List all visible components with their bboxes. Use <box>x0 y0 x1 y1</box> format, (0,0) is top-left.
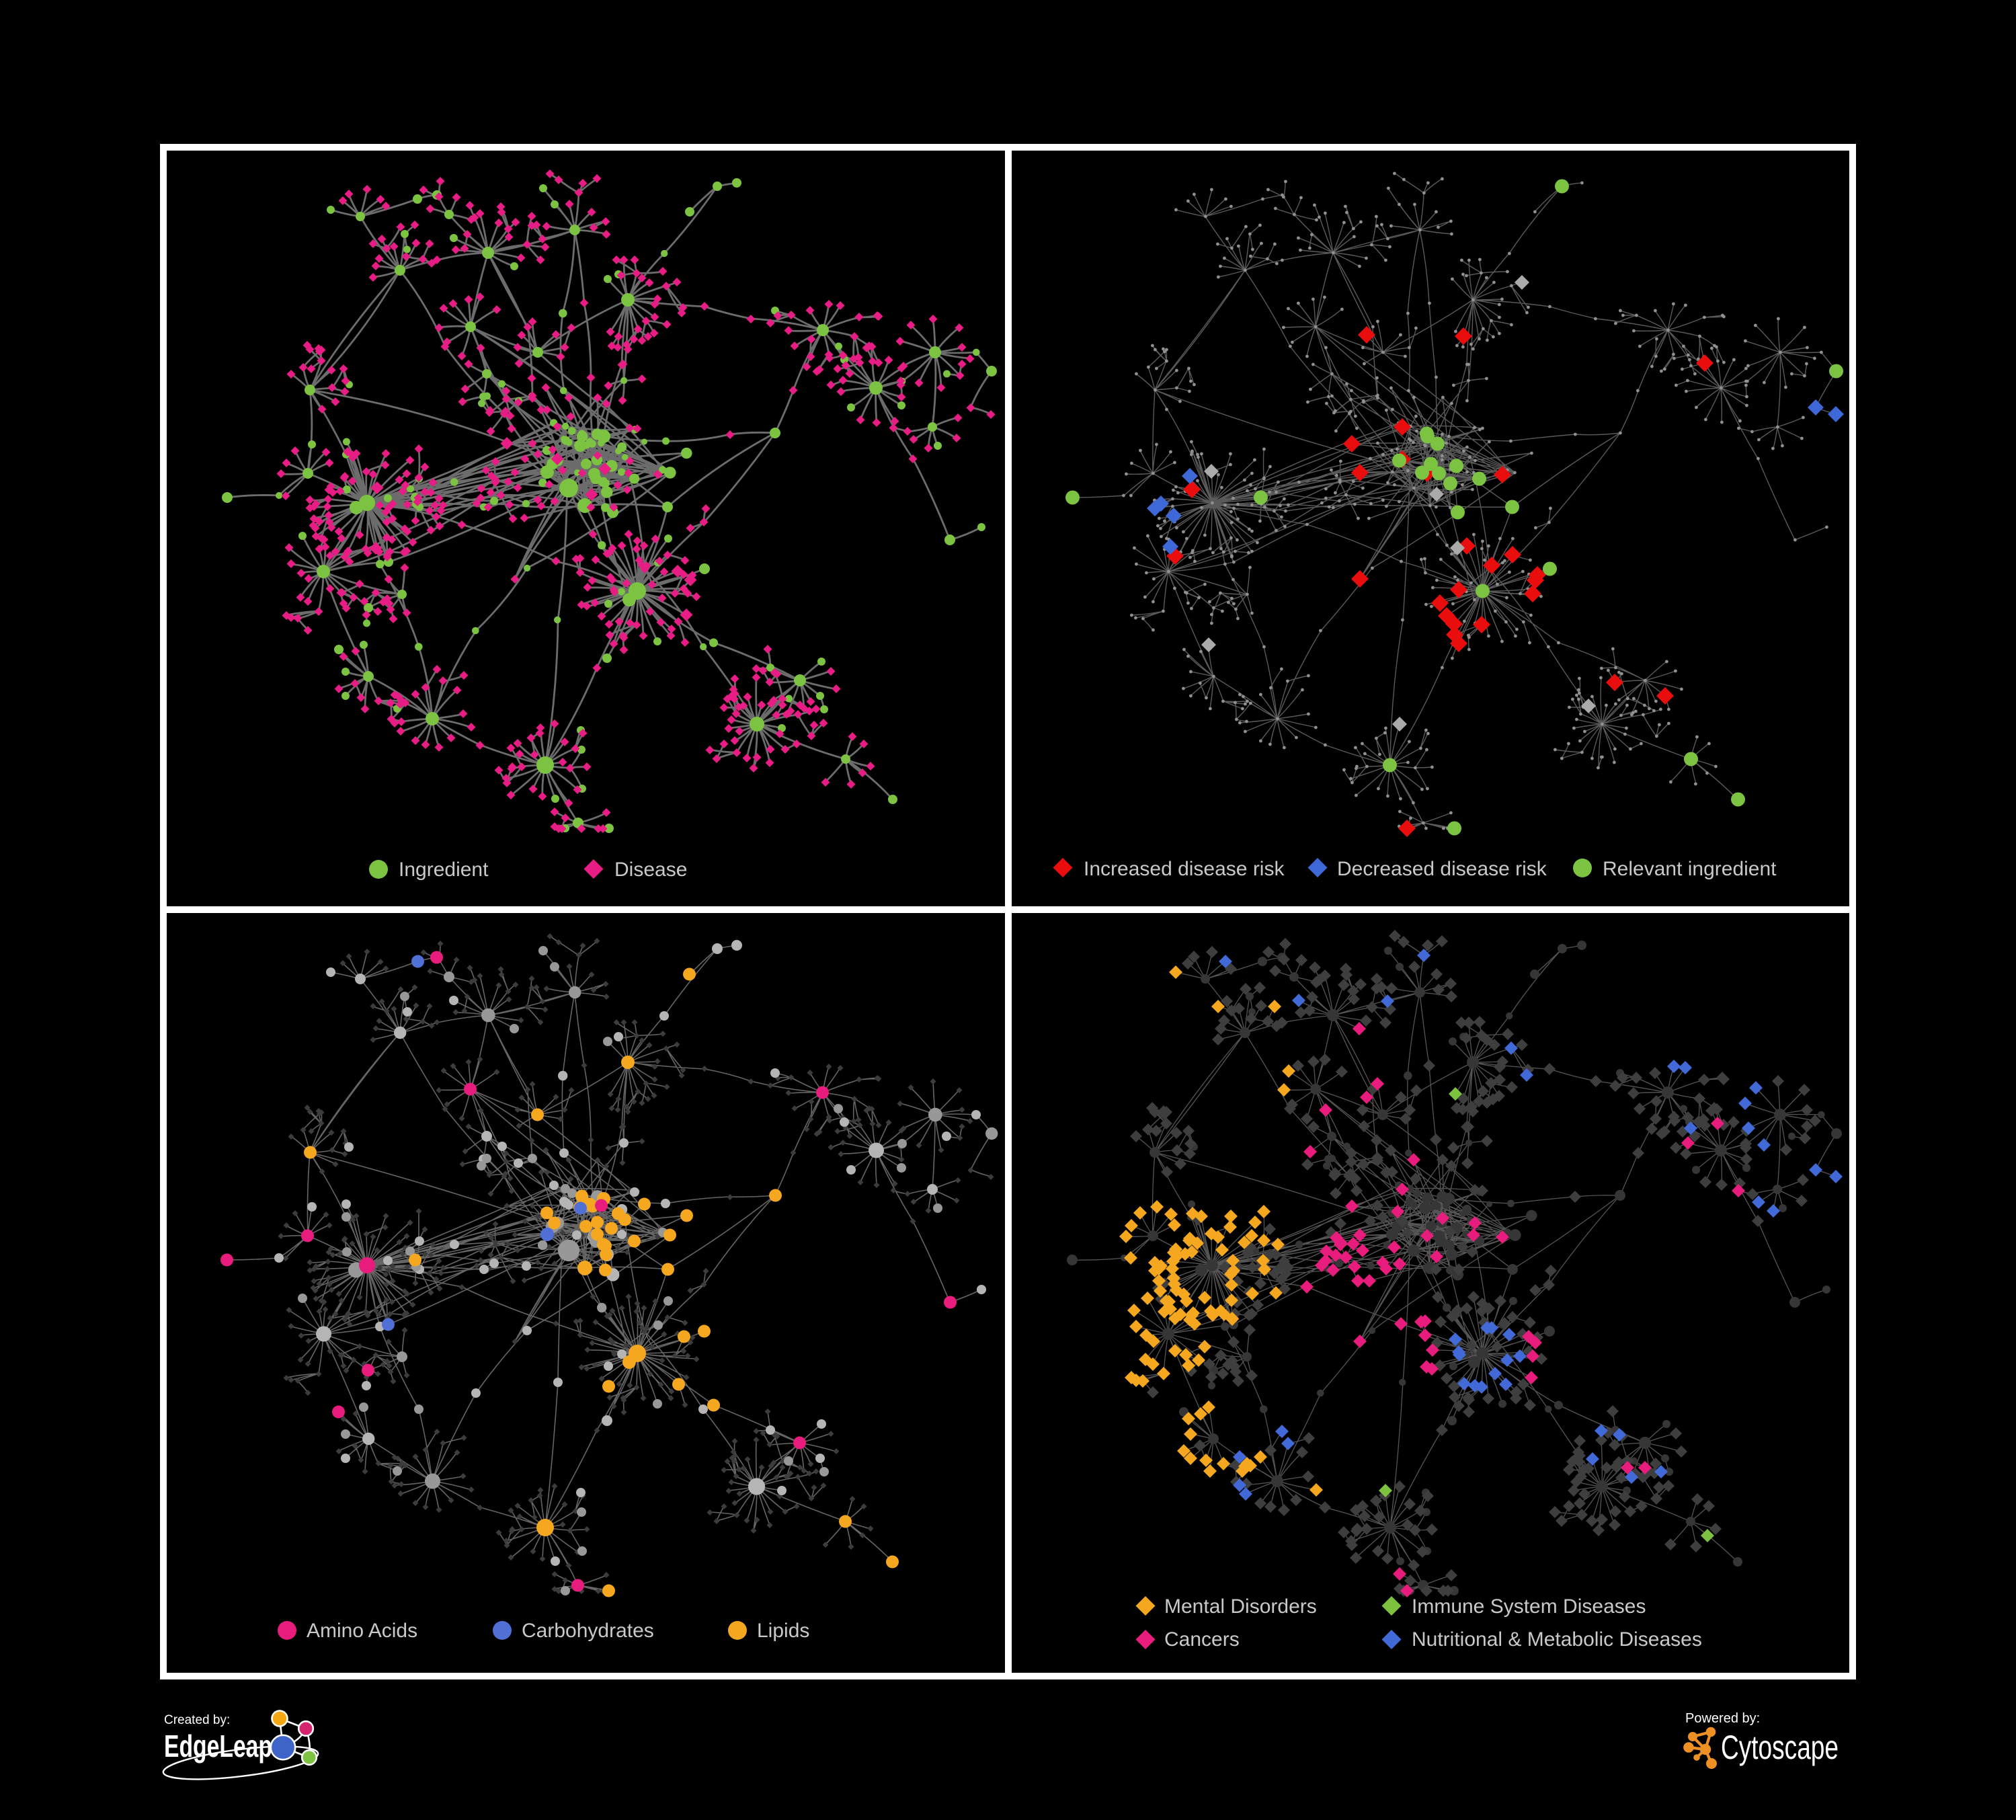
svg-text:Mental Disorders: Mental Disorders <box>1164 1595 1317 1618</box>
svg-text:Decreased disease risk: Decreased disease risk <box>1337 858 1547 880</box>
svg-text:Nutritional & Metabolic Diseas: Nutritional & Metabolic Diseases <box>1412 1628 1702 1651</box>
svg-text:Immune System Diseases: Immune System Diseases <box>1412 1595 1646 1618</box>
svg-text:Amino Acids: Amino Acids <box>307 1620 417 1642</box>
svg-text:EdgeLeap: EdgeLeap <box>164 1729 272 1764</box>
svg-text:Created by:: Created by: <box>164 1713 230 1727</box>
svg-text:Increased disease risk: Increased disease risk <box>1084 858 1285 880</box>
svg-text:Ingredient: Ingredient <box>399 859 489 881</box>
svg-text:Carbohydrates: Carbohydrates <box>522 1620 654 1642</box>
svg-text:Powered by:: Powered by: <box>1685 1711 1760 1726</box>
svg-text:Relevant ingredient: Relevant ingredient <box>1603 858 1777 880</box>
svg-text:Cancers: Cancers <box>1164 1628 1240 1651</box>
svg-text:Lipids: Lipids <box>757 1620 809 1642</box>
svg-text:Cytoscape: Cytoscape <box>1721 1729 1839 1766</box>
svg-text:Disease: Disease <box>614 859 687 881</box>
